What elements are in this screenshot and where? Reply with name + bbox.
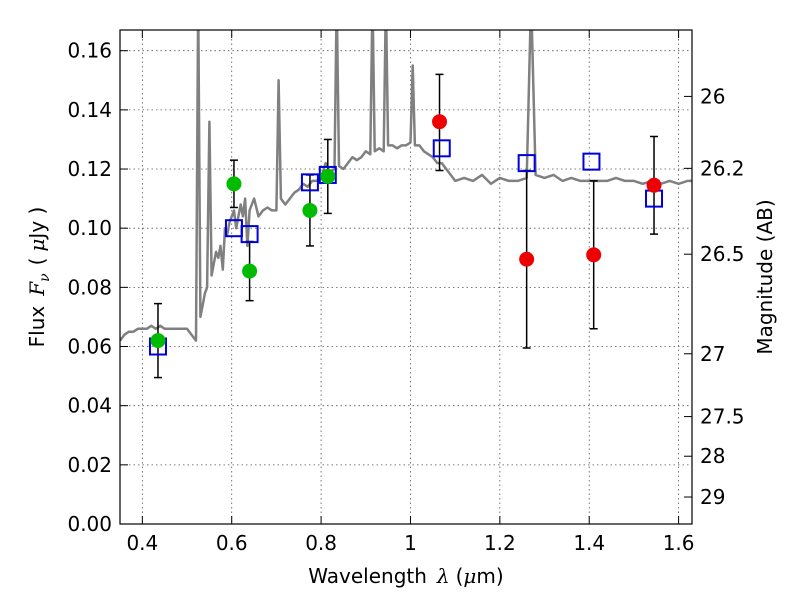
square-layer [148,139,664,356]
x-tick-label: 1.4 [573,531,605,555]
y-tick-label: 0.08 [67,275,112,299]
data-point [519,251,535,267]
y2-tick-label: 29 [700,485,725,509]
grid [120,30,692,525]
y2-tick-label: 26 [700,84,725,108]
tick-marks [120,30,692,525]
y2-tick-label: 26.5 [700,242,745,266]
y2-tick-label: 28 [700,444,725,468]
y2-axis-title: Magnitude (AB) [753,199,777,354]
point-layer [150,114,662,349]
data-point [586,247,602,263]
y2-tick-label: 26.2 [700,156,745,180]
model-square [517,154,536,173]
y-tick-label: 0.12 [67,157,112,181]
data-point [432,114,448,130]
y-tick-label: 0.14 [67,98,112,122]
y-tick-label: 0.02 [67,453,112,477]
x-tick-label: 0.8 [305,531,337,555]
model-square [582,152,601,171]
x-tick-label: 0.4 [126,531,158,555]
model-square [432,139,451,158]
y-axis-title: FluxFν(μJy ) [25,207,53,348]
data-point [150,333,166,349]
data-point [302,202,318,218]
x-tick-label: 0.6 [216,531,248,555]
y2-tick-label: 27 [700,342,725,366]
x-tick-label: 1 [404,531,417,555]
y2-tick-label: 27.5 [700,405,745,429]
data-point [320,168,336,184]
tick-labels: 0.4 0.6 0.8 1 1.2 1.4 1.6 0.00 0.02 0.04 0.06 0.08 0… [67,39,744,555]
y-tick-label: 0.06 [67,335,112,359]
y-tick-label: 0.00 [67,512,112,536]
y-tick-label: 0.16 [67,39,112,63]
plot-frame [119,29,693,525]
data-point [226,176,242,192]
x-axis-title: Wavelength λ (μm) [308,564,503,588]
data-point [242,263,258,279]
y-tick-label: 0.04 [67,394,112,418]
x-tick-label: 1.2 [484,531,516,555]
x-tick-label: 1.6 [663,531,695,555]
model-square [300,173,319,192]
y-tick-label: 0.10 [67,216,112,240]
data-point [646,177,662,193]
model-square [240,225,259,244]
